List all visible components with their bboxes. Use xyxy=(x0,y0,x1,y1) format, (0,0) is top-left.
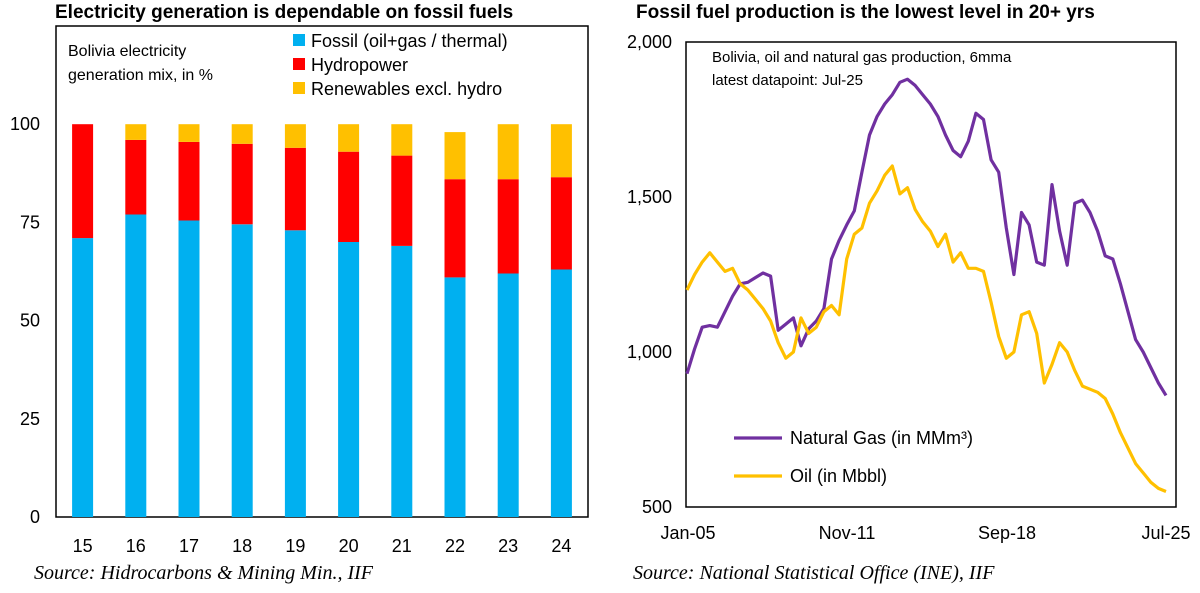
y-tick-label: 1,000 xyxy=(627,342,672,362)
bar-segment xyxy=(338,151,360,242)
right-chart-subtitle-line2: latest datapoint: Jul-25 xyxy=(712,72,863,89)
left-chart-subtitle-line1: Bolivia electricity xyxy=(68,43,186,60)
legend-label: Renewables excl. hydro xyxy=(311,79,502,99)
bar-segment xyxy=(391,155,413,246)
x-tick-label: 23 xyxy=(498,536,518,556)
bar-segment xyxy=(178,141,200,221)
bar-segment xyxy=(125,124,147,140)
x-tick-label: Sep-18 xyxy=(978,523,1036,543)
left-chart-title: Electricity generation is dependable on … xyxy=(55,2,514,23)
y-tick-label: 75 xyxy=(20,212,40,232)
y-tick-label: 0 xyxy=(30,507,40,527)
bar-segment xyxy=(231,143,253,225)
legend-swatch xyxy=(293,34,305,46)
bar-segment xyxy=(550,124,572,178)
legend-label: Fossil (oil+gas / thermal) xyxy=(311,31,508,51)
bar-segment xyxy=(72,238,94,517)
right-x-axis: Jan-05 Nov-11 Sep-18 Jul-25 xyxy=(660,523,1190,543)
legend-label: Natural Gas (in MMm³) xyxy=(790,428,973,448)
bar-segment xyxy=(231,224,253,517)
x-tick-label: 16 xyxy=(126,536,146,556)
bar-segment xyxy=(125,214,147,517)
y-tick-label: 2,000 xyxy=(627,32,672,52)
right-chart-title: Fossil fuel production is the lowest lev… xyxy=(636,2,1095,23)
x-tick-label: Jul-25 xyxy=(1141,523,1190,543)
bar-segment xyxy=(284,124,306,148)
bar-segment xyxy=(550,269,572,517)
legend-label: Oil (in Mbbl) xyxy=(790,466,887,486)
bar-segment xyxy=(178,220,200,517)
bar-segment xyxy=(125,139,147,215)
bar-segment xyxy=(444,277,466,517)
y-tick-label: 50 xyxy=(20,311,40,331)
legend-label: Hydropower xyxy=(311,55,408,75)
series-line xyxy=(685,164,1167,493)
left-y-axis: 0 25 50 75 100 xyxy=(10,114,40,527)
x-tick-label: 15 xyxy=(73,536,93,556)
y-tick-label: 25 xyxy=(20,409,40,429)
bar-segment xyxy=(391,124,413,156)
legend-swatch xyxy=(293,58,305,70)
bar-segment xyxy=(497,124,519,180)
y-tick-label: 1,500 xyxy=(627,187,672,207)
left-bars-group xyxy=(72,124,572,518)
series-line xyxy=(685,77,1168,397)
bar-segment xyxy=(284,230,306,518)
x-tick-label: 22 xyxy=(445,536,465,556)
bar-segment xyxy=(284,147,306,231)
bar-segment xyxy=(231,124,253,144)
left-x-axis: 15 16 17 18 19 20 21 22 23 24 xyxy=(73,536,572,556)
right-lines-group xyxy=(685,77,1168,493)
bar-segment xyxy=(497,179,519,274)
left-legend: Fossil (oil+gas / thermal) Hydropower Rene… xyxy=(293,31,508,99)
bar-segment xyxy=(178,124,200,142)
legend-swatch xyxy=(293,82,305,94)
x-tick-label: Jan-05 xyxy=(660,523,715,543)
bar-segment xyxy=(444,132,466,180)
left-chart-source: Source: Hidrocarbons & Mining Min., IIF xyxy=(34,562,374,584)
bar-segment xyxy=(550,177,572,270)
y-tick-label: 500 xyxy=(642,497,672,517)
x-tick-label: 24 xyxy=(551,536,571,556)
x-tick-label: 19 xyxy=(285,536,305,556)
x-tick-label: 21 xyxy=(392,536,412,556)
bar-segment xyxy=(72,124,94,239)
bar-segment xyxy=(391,246,413,517)
bar-segment xyxy=(338,242,360,517)
x-tick-label: Nov-11 xyxy=(819,523,876,543)
right-legend: Natural Gas (in MMm³) Oil (in Mbbl) xyxy=(734,428,973,486)
left-chart-subtitle-line2: generation mix, in % xyxy=(68,67,213,84)
right-chart-source: Source: National Statistical Office (INE… xyxy=(633,562,995,584)
bar-segment xyxy=(338,124,360,152)
bar-segment xyxy=(444,179,466,278)
x-tick-label: 17 xyxy=(179,536,199,556)
bar-segment xyxy=(497,273,519,517)
right-chart-subtitle-line1: Bolivia, oil and natural gas production,… xyxy=(712,49,1012,66)
right-y-axis: 500 1,000 1,500 2,000 xyxy=(627,32,672,517)
x-tick-label: 18 xyxy=(232,536,252,556)
y-tick-label: 100 xyxy=(10,114,40,134)
x-tick-label: 20 xyxy=(339,536,359,556)
